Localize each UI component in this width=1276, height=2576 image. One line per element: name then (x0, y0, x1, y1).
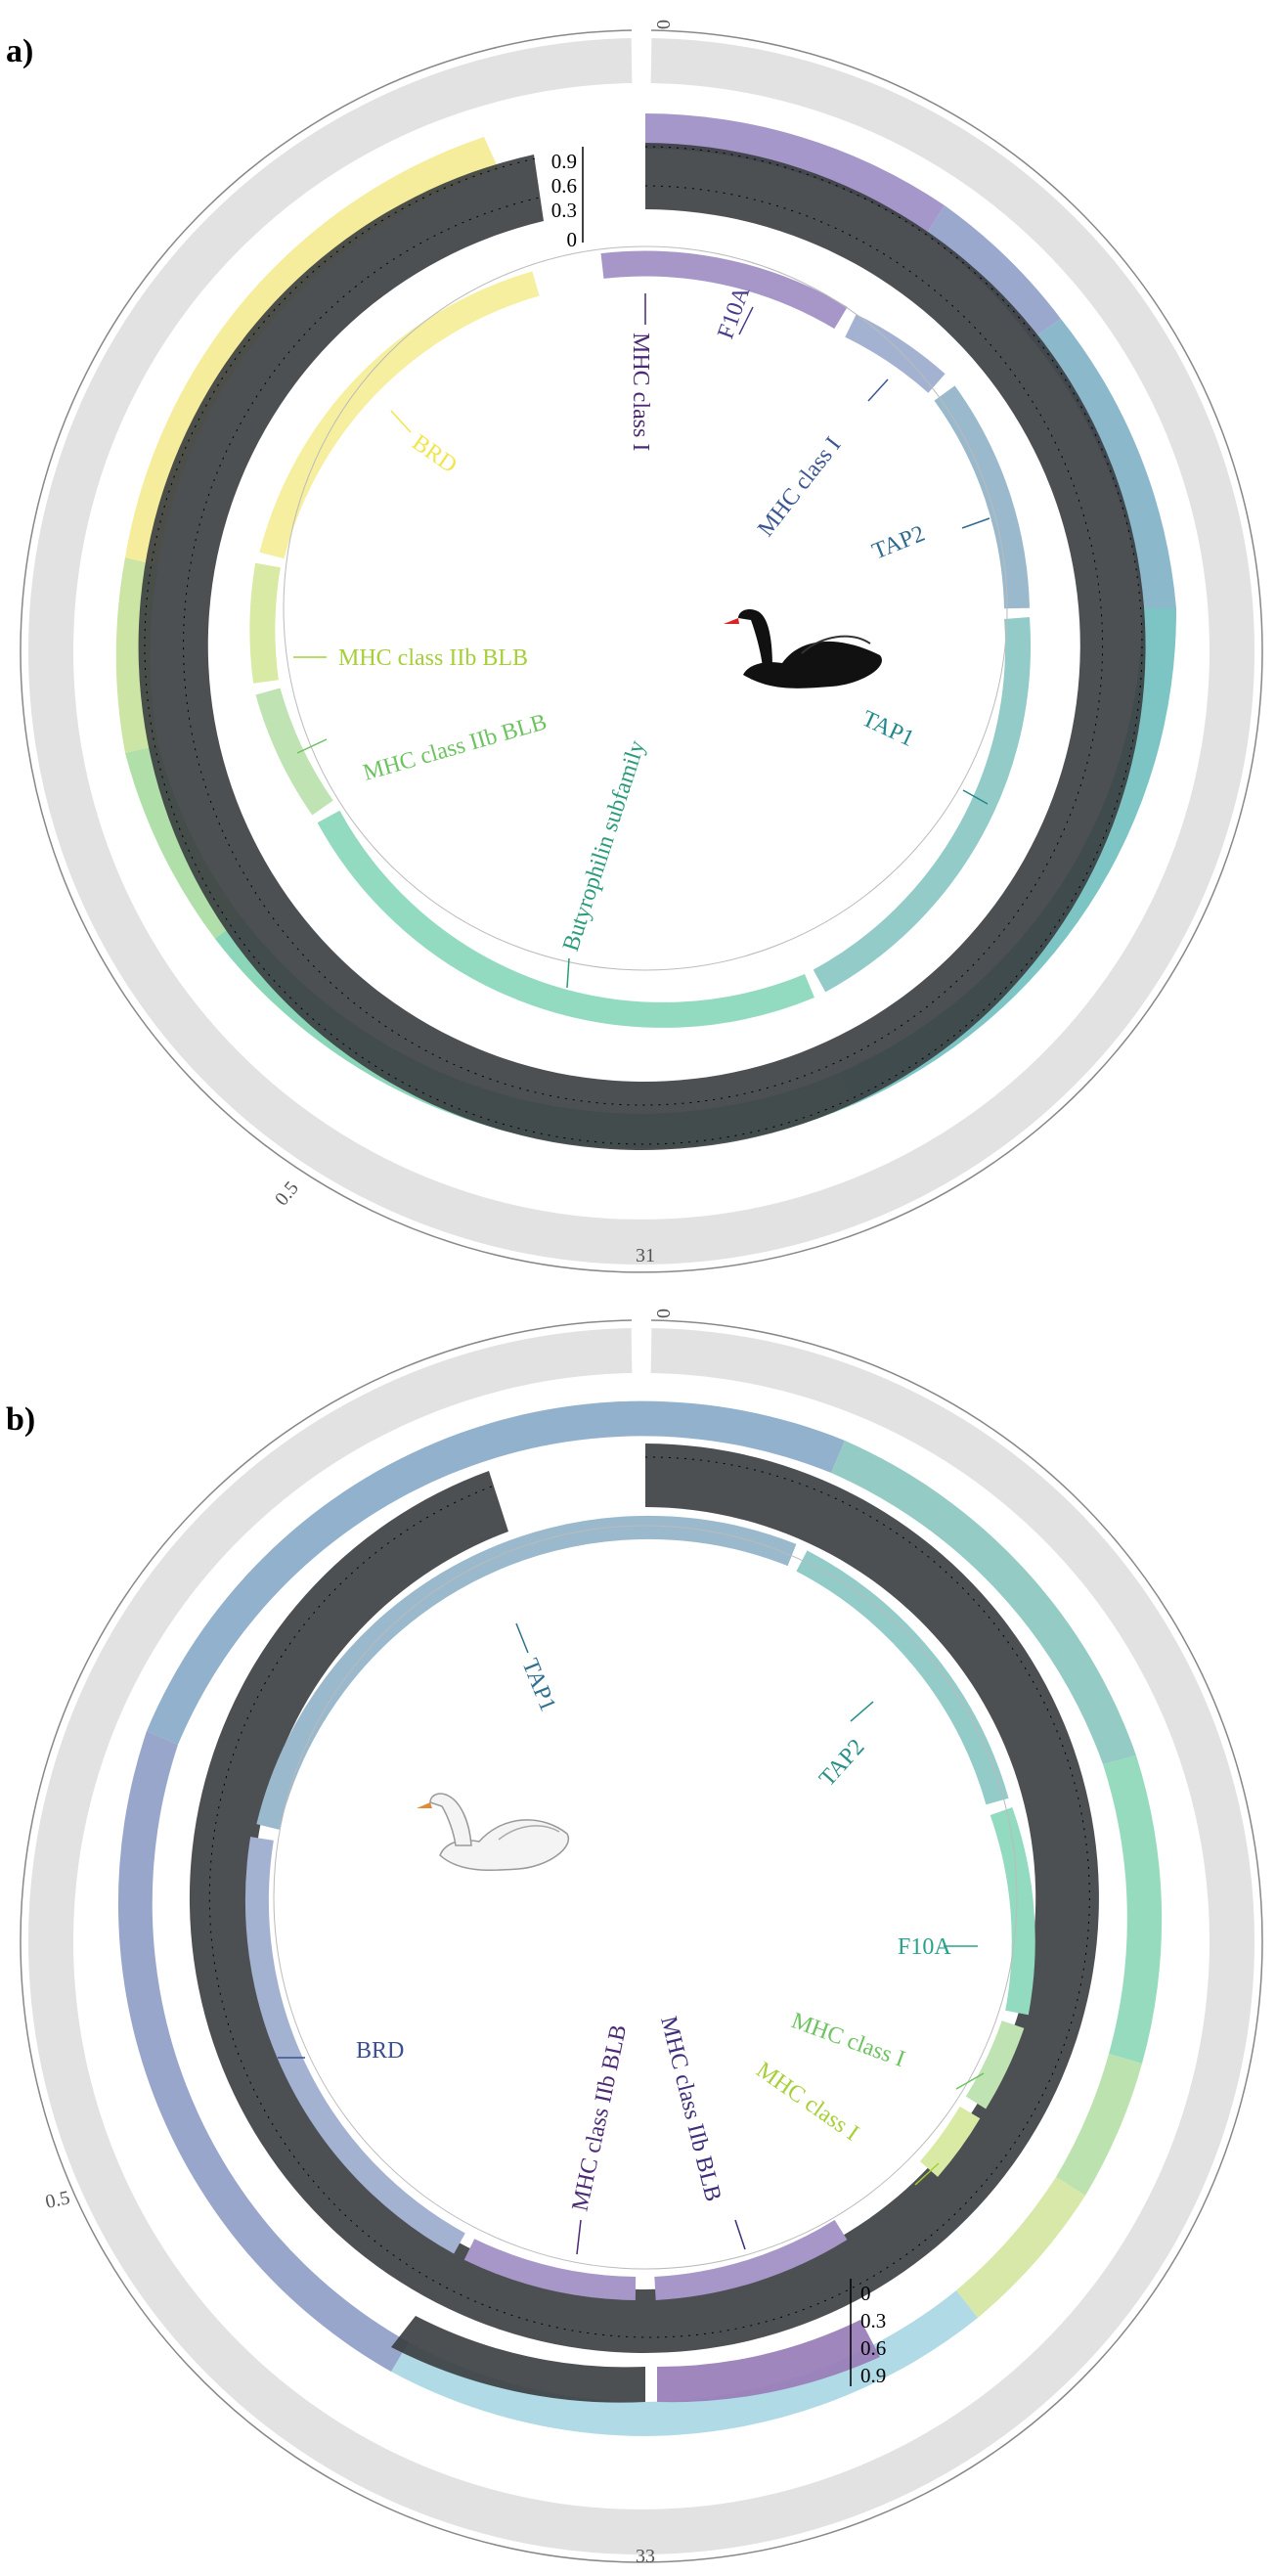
gene-label: TAP1 (516, 1656, 560, 1715)
outer-tick-start: 0 (652, 1309, 674, 1318)
y-tick-label: 0.9 (551, 150, 577, 173)
y-tick-label: 0.6 (860, 2336, 886, 2360)
outer-axis-ring-b (20, 1319, 1263, 2563)
gene-labels-a: MHC class I F10A MHC class I TAP2 TAP1 B… (293, 283, 990, 989)
gene-label: MHC class I (788, 2008, 908, 2072)
panel-label-b: b) (6, 1401, 35, 1438)
gene-label: TAP2 (814, 1734, 869, 1792)
gene-label: MHC class IIb BLB (567, 2022, 632, 2213)
y-tick-label: 0.3 (551, 199, 577, 222)
outer-tick-start: 0 (652, 20, 674, 29)
y-tick-label: 0.3 (860, 2309, 886, 2332)
panel-b: b) (6, 1309, 1263, 2567)
gene-label: MHC class I (753, 432, 846, 542)
gene-labels-b: TAP1 TAP2 F10A MHC class I MHC class I M… (278, 1622, 985, 2255)
white-swan-icon (417, 1793, 570, 1872)
gene-label: F10A (898, 1934, 951, 1960)
gene-label: TAP2 (869, 521, 929, 565)
y-axis-b: 0 0.3 0.6 0.9 (850, 2279, 886, 2387)
gene-label: Butyrophilin subfamily (558, 737, 650, 955)
outer-axis-ring-a (20, 29, 1263, 1273)
y-tick-label: 0.6 (551, 174, 577, 198)
gene-label: TAP1 (858, 706, 917, 752)
gene-label: BRD (356, 2038, 404, 2064)
y-tick-label: 0 (567, 228, 578, 251)
y-tick-label: 0.9 (860, 2364, 886, 2387)
outer-tick-end: 31 (636, 1245, 655, 1266)
gene-label: MHC class IIb BLB (655, 2014, 726, 2204)
gene-label: BRD (408, 430, 462, 479)
sector-backgrounds-b (117, 1400, 1163, 2436)
outer-tick-middle: 0.5 (43, 2187, 71, 2213)
gene-track-a (249, 245, 1032, 1028)
gene-label: MHC class I (752, 2058, 863, 2147)
outer-tick-end: 33 (636, 2546, 655, 2567)
gene-label: F10A (713, 283, 755, 342)
black-swan-icon (724, 608, 882, 688)
y-tick-label: 0 (860, 2282, 871, 2305)
gene-track-b (244, 1515, 1035, 2300)
panel-label-a: a) (6, 33, 33, 69)
panel-a: a) (6, 20, 1263, 1273)
outer-tick-middle: 0.5 (271, 1177, 303, 1210)
data-band-b (189, 1443, 1099, 2403)
gene-label: MHC class IIb BLB (360, 709, 550, 785)
gene-label: MHC class I (628, 333, 653, 451)
gene-label: MHC class IIb BLB (338, 645, 528, 671)
y-axis-a: 0.9 0.6 0.3 0 (551, 147, 584, 251)
data-band-a (138, 143, 1146, 1150)
